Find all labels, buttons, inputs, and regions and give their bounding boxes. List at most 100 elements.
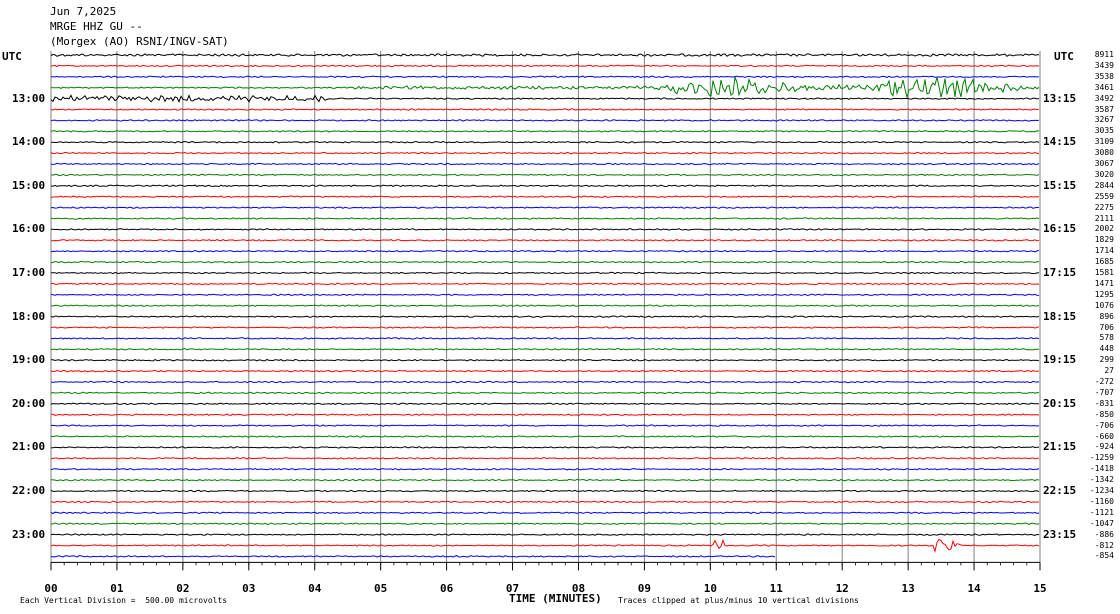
x-tick-label-01: 01 <box>110 582 124 595</box>
right-hour-label: 15:15 <box>1043 178 1077 192</box>
left-hour-label: 20:00 <box>12 396 46 410</box>
trace-line-17 <box>50 228 1039 231</box>
trace-count-label: 1714 <box>1094 246 1114 256</box>
trace-count-label: 3538 <box>1094 71 1114 81</box>
trace-count-label: 1076 <box>1094 300 1114 310</box>
trace-line-29 <box>51 358 1040 362</box>
trace-count-label: 896 <box>1099 311 1114 321</box>
left-hour-label: 19:00 <box>12 353 46 367</box>
trace-line-36 <box>50 435 1040 438</box>
trace-line-25 <box>50 315 1040 318</box>
trace-line-3 <box>51 75 1040 79</box>
trace-count-label: 2111 <box>1094 213 1114 223</box>
trace-line-16 <box>50 217 1040 220</box>
x-tick-label-06: 06 <box>439 582 454 595</box>
trace-count-label: -812 <box>1094 540 1114 550</box>
trace-line-43 <box>50 511 1040 515</box>
trace-count-label: -1418 <box>1089 464 1114 474</box>
trace-line-13 <box>50 184 1040 188</box>
trace-line-38 <box>50 457 1040 460</box>
trace-line-6 <box>50 108 1040 111</box>
x-axis-title: TIME (MINUTES) <box>509 592 602 605</box>
right-hour-label: 16:15 <box>1043 222 1077 236</box>
x-tick-label-08: 08 <box>571 582 586 595</box>
trace-count-label: 8911 <box>1094 50 1114 59</box>
trace-count-label: 3067 <box>1094 159 1114 168</box>
trace-count-label: -272 <box>1094 377 1114 386</box>
trace-line-31 <box>50 380 1040 384</box>
trace-line-30 <box>50 369 1040 373</box>
trace-line-44 <box>50 522 1040 525</box>
right-hour-label: 13:15 <box>1043 91 1077 105</box>
date-label: Jun 7,2025 <box>50 5 117 18</box>
trace-line-26 <box>50 326 1040 329</box>
trace-line-28 <box>50 348 1040 351</box>
trace-line-42 <box>50 500 1040 504</box>
x-tick-label-12: 12 <box>835 582 849 595</box>
trace-line-10 <box>50 151 1040 155</box>
trace-count-label: -1121 <box>1089 507 1114 517</box>
trace-count-label: 3587 <box>1094 104 1114 114</box>
trace-count-label: 3439 <box>1094 60 1114 70</box>
trace-line-8 <box>50 130 1040 133</box>
station-label: MRGE HHZ GU -- <box>50 20 143 33</box>
x-tick-label-10: 10 <box>703 582 717 595</box>
trace-line-35 <box>50 424 1040 427</box>
x-tick-label-04: 04 <box>308 582 322 595</box>
trace-count-label: 3267 <box>1094 115 1114 125</box>
trace-line-24 <box>50 304 1040 307</box>
trace-line-37 <box>50 446 1040 449</box>
trace-count-label: 3109 <box>1094 137 1114 147</box>
trace-line-45 <box>50 533 1040 536</box>
left-hour-label: 14:00 <box>12 135 46 149</box>
trace-line-2 <box>50 64 1040 68</box>
x-tick-label-14: 14 <box>967 582 981 595</box>
trace-line-40 <box>50 478 1040 482</box>
left-hour-label: 15:00 <box>12 178 46 192</box>
trace-count-label: 2844 <box>1094 180 1114 190</box>
trace-line-7 <box>50 119 1040 122</box>
right-hour-label: 14:15 <box>1043 135 1077 149</box>
trace-line-5 <box>50 94 1040 103</box>
trace-count-label: -707 <box>1094 387 1114 397</box>
trace-count-label: 3080 <box>1094 148 1114 158</box>
trace-count-label: 2275 <box>1094 202 1114 212</box>
trace-count-label: -660 <box>1094 431 1114 441</box>
trace-count-label: 27 <box>1104 366 1114 376</box>
left-hour-label: 21:00 <box>12 440 46 454</box>
trace-count-label: 448 <box>1099 344 1114 354</box>
trace-count-label: 1581 <box>1094 268 1114 277</box>
network-label: (Morgex (AO) RSNI/INGV-SAT) <box>50 35 229 48</box>
right-timezone-label: UTC <box>1054 50 1074 63</box>
trace-count-label: -1234 <box>1089 486 1114 495</box>
trace-line-22 <box>50 282 1040 286</box>
trace-count-label: 3035 <box>1094 126 1114 136</box>
footer-left-note: Each Vertical Division = 500.00 microvol… <box>20 596 228 605</box>
x-tick-label-03: 03 <box>242 582 256 595</box>
trace-count-label: 1829 <box>1094 235 1114 245</box>
right-hour-label: 23:15 <box>1043 527 1077 541</box>
left-hour-label: 23:00 <box>12 527 46 541</box>
trace-count-label: -854 <box>1094 551 1114 561</box>
trace-count-label: 3020 <box>1094 169 1114 179</box>
x-tick-label-09: 09 <box>637 582 652 595</box>
trace-line-18 <box>50 239 1040 242</box>
trace-count-label: -850 <box>1094 409 1114 419</box>
trace-count-label: -831 <box>1094 398 1114 408</box>
trace-count-label: -706 <box>1094 420 1114 430</box>
right-hour-label: 21:15 <box>1043 440 1077 454</box>
trace-line-34 <box>50 413 1040 416</box>
right-hour-label: 17:15 <box>1043 266 1077 279</box>
trace-line-19 <box>50 249 1040 253</box>
x-tick-label-02: 02 <box>176 582 190 595</box>
trace-line-23 <box>51 293 1040 297</box>
left-hour-label: 16:00 <box>12 222 46 236</box>
left-timezone-label: UTC <box>2 50 22 63</box>
trace-count-label: -1259 <box>1089 453 1114 463</box>
trace-line-47 <box>50 555 776 558</box>
right-hour-label: 19:15 <box>1043 353 1077 367</box>
left-hour-label: 13:00 <box>12 91 46 105</box>
right-hour-label: 20:15 <box>1043 396 1077 410</box>
trace-count-label: 1685 <box>1094 257 1114 267</box>
